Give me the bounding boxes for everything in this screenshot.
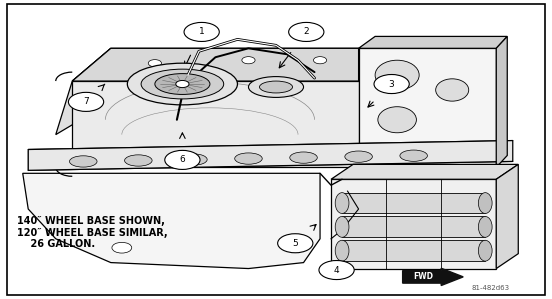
Ellipse shape bbox=[378, 107, 416, 133]
Text: 6: 6 bbox=[179, 155, 185, 164]
Circle shape bbox=[278, 234, 313, 253]
Circle shape bbox=[112, 242, 132, 253]
Text: 1: 1 bbox=[199, 28, 205, 36]
Text: 2: 2 bbox=[304, 28, 309, 36]
Bar bbox=[342, 240, 485, 261]
Ellipse shape bbox=[400, 150, 427, 161]
Polygon shape bbox=[359, 36, 507, 48]
Polygon shape bbox=[331, 179, 496, 269]
Ellipse shape bbox=[141, 69, 224, 99]
Circle shape bbox=[374, 74, 409, 94]
Polygon shape bbox=[496, 164, 518, 269]
Polygon shape bbox=[72, 48, 370, 81]
FancyArrow shape bbox=[402, 268, 463, 286]
Circle shape bbox=[165, 150, 200, 170]
Ellipse shape bbox=[375, 60, 419, 90]
Polygon shape bbox=[496, 36, 507, 167]
Circle shape bbox=[289, 22, 324, 42]
Ellipse shape bbox=[155, 74, 210, 94]
Text: 140″ WHEEL BASE SHOWN,
120″ WHEEL BASE SIMILAR,
    26 GALLON.: 140″ WHEEL BASE SHOWN, 120″ WHEEL BASE S… bbox=[17, 216, 168, 249]
Ellipse shape bbox=[335, 240, 349, 261]
Ellipse shape bbox=[70, 156, 97, 167]
Ellipse shape bbox=[125, 155, 152, 166]
Text: 4: 4 bbox=[334, 266, 339, 274]
Polygon shape bbox=[331, 164, 518, 179]
Polygon shape bbox=[28, 141, 513, 170]
Circle shape bbox=[176, 80, 189, 88]
Bar bbox=[342, 216, 485, 237]
Circle shape bbox=[148, 60, 162, 67]
Ellipse shape bbox=[479, 240, 492, 261]
Polygon shape bbox=[23, 173, 320, 269]
Circle shape bbox=[68, 92, 104, 112]
Circle shape bbox=[314, 57, 327, 64]
Polygon shape bbox=[359, 48, 496, 167]
Text: 7: 7 bbox=[83, 97, 89, 106]
Polygon shape bbox=[56, 48, 111, 135]
Polygon shape bbox=[72, 81, 359, 167]
Ellipse shape bbox=[290, 152, 317, 163]
Polygon shape bbox=[72, 48, 359, 81]
Ellipse shape bbox=[479, 193, 492, 213]
Text: 5: 5 bbox=[293, 239, 298, 248]
Ellipse shape bbox=[345, 151, 373, 162]
Text: FWD: FWD bbox=[413, 272, 433, 281]
Ellipse shape bbox=[335, 216, 349, 237]
Circle shape bbox=[242, 57, 255, 64]
Text: 3: 3 bbox=[389, 80, 395, 89]
Bar bbox=[342, 193, 485, 213]
Ellipse shape bbox=[259, 81, 293, 93]
Circle shape bbox=[319, 260, 354, 280]
Ellipse shape bbox=[235, 153, 262, 164]
Circle shape bbox=[184, 22, 219, 42]
Ellipse shape bbox=[179, 154, 207, 165]
Ellipse shape bbox=[248, 77, 304, 97]
Text: 81-482d63: 81-482d63 bbox=[471, 285, 509, 291]
Ellipse shape bbox=[479, 216, 492, 237]
Ellipse shape bbox=[436, 79, 469, 101]
Ellipse shape bbox=[335, 193, 349, 213]
Ellipse shape bbox=[128, 63, 237, 105]
